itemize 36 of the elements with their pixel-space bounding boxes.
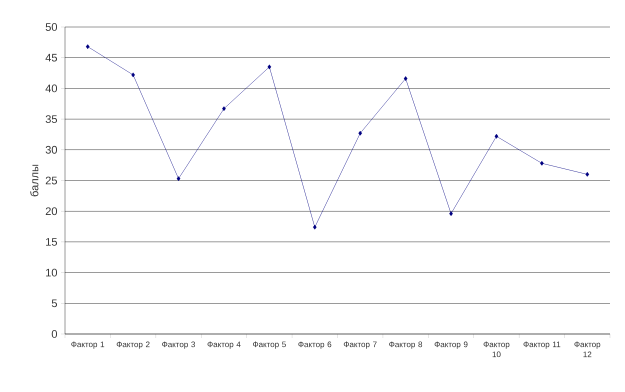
point: [540, 160, 544, 166]
point: [494, 134, 498, 139]
x-tick-label: Фактор 9: [434, 342, 468, 349]
y-tick-label: 50: [46, 23, 58, 31]
point: [268, 64, 272, 70]
x-tick-label: Фактор 10: [484, 342, 510, 358]
point: [404, 76, 408, 81]
point: [358, 130, 362, 136]
x-tick-label: Фактор 4: [208, 342, 241, 349]
x-tick-label: Фактор 7: [344, 342, 377, 349]
point: [449, 211, 453, 216]
point: [312, 224, 317, 230]
y-tick-label: 0: [52, 330, 58, 338]
x-tick-label: Фактор 3: [162, 342, 196, 349]
y-tick-label: 40: [45, 84, 58, 92]
y-tick-label: 5: [52, 299, 57, 308]
x-tick-label: Фактор 5: [252, 342, 286, 349]
point: [131, 72, 135, 78]
x-tick-label: Фактор 2: [116, 342, 150, 349]
y-tick-label: 35: [46, 115, 57, 123]
x-tick-label: Фактор 12: [574, 342, 600, 358]
y-tick-label: 15: [46, 238, 57, 246]
point: [176, 176, 180, 182]
y-tick-label: 45: [45, 54, 57, 62]
point: [585, 172, 590, 177]
point: [222, 106, 226, 112]
x-tick-label: Фактор 6: [298, 342, 332, 349]
point: [86, 44, 90, 50]
x-tick-label: Фактор 8: [389, 342, 422, 349]
y-axis-title: баллы: [30, 164, 38, 196]
y-tick-label: 25: [46, 176, 57, 184]
x-tick-label: Фактор 11: [524, 342, 560, 349]
y-tick-label: 20: [46, 207, 58, 216]
y-tick-label: 10: [46, 268, 58, 276]
x-tick-label: Фактор 1: [71, 342, 104, 349]
y-tick-label: 30: [46, 146, 58, 154]
